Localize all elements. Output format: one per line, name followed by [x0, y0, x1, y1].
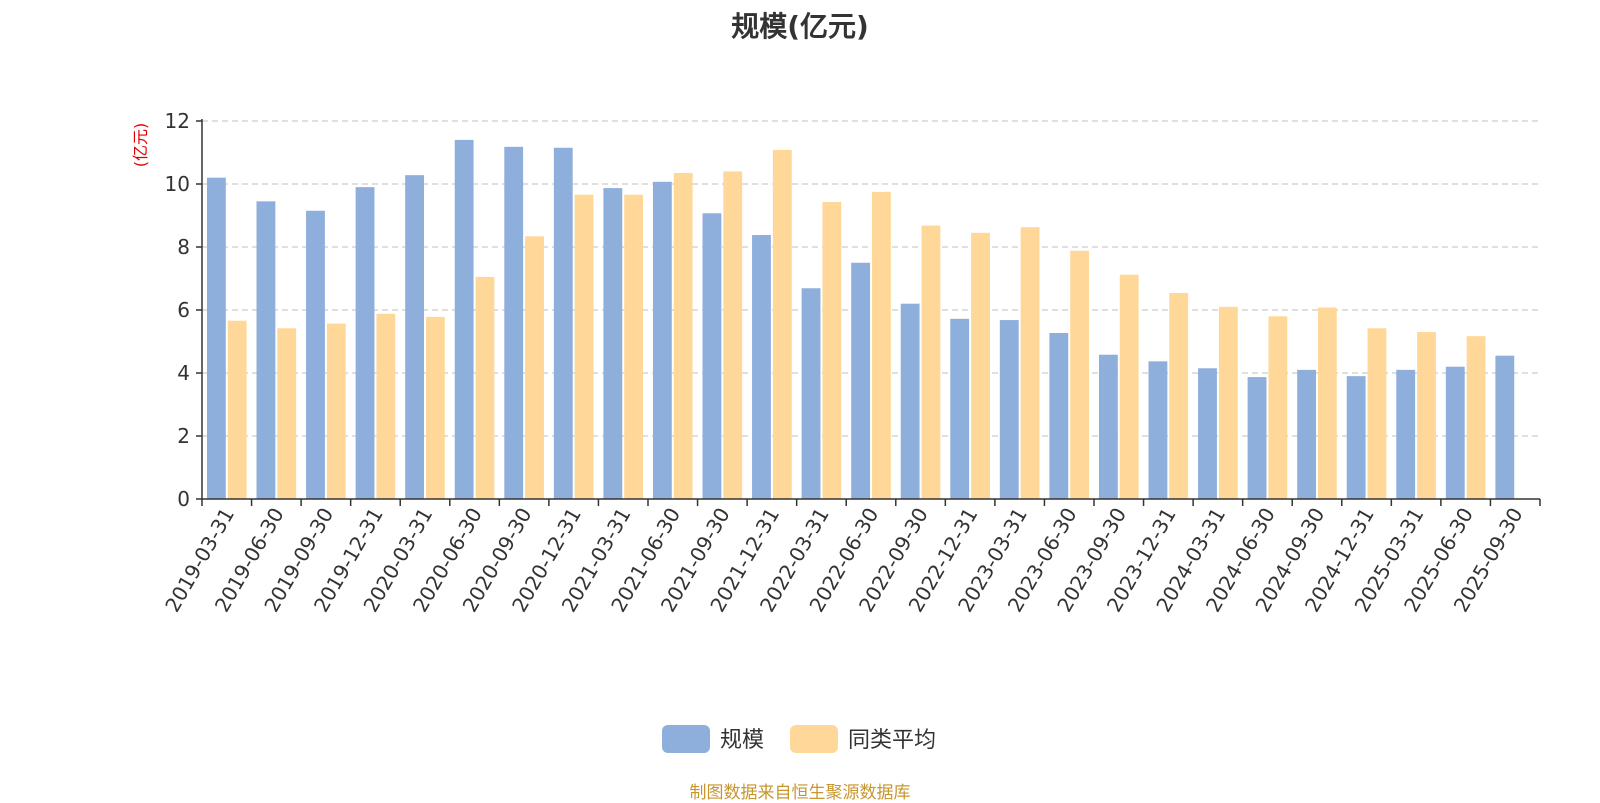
bar-scale — [1346, 376, 1366, 499]
bar-peer-average — [227, 320, 247, 499]
bar-peer-average — [921, 225, 941, 499]
bar-peer-average — [822, 201, 842, 499]
bar-peer-average — [326, 323, 346, 499]
bar-scale — [702, 213, 722, 500]
bar-peer-average — [673, 172, 693, 499]
y-axis-unit-label: (亿元) — [131, 123, 150, 168]
bar-scale — [1396, 369, 1416, 499]
bar-peer-average — [1020, 227, 1040, 499]
y-tick-label: 0 — [177, 487, 190, 511]
bar-peer-average — [971, 232, 990, 499]
y-tick-label: 4 — [177, 361, 190, 385]
bar-scale — [603, 188, 623, 499]
bar-scale — [553, 147, 573, 499]
chart-title: 规模(亿元) — [731, 10, 869, 43]
bar-scale — [999, 320, 1019, 499]
bar-scale — [950, 318, 970, 499]
bar-peer-average — [525, 236, 544, 500]
grid-lines — [202, 120, 1540, 437]
bar-peer-average — [1169, 292, 1189, 499]
legend: 规模 同类平均 — [662, 725, 936, 753]
y-tick-label: 6 — [177, 298, 190, 322]
bar-peer-average — [1218, 306, 1238, 499]
y-tick-label: 10 — [165, 172, 190, 196]
bar-scale — [355, 187, 375, 499]
bar-scale — [1297, 369, 1317, 499]
bar-peer-average — [871, 191, 891, 499]
legend-label-peer-average: 同类平均 — [848, 728, 936, 753]
bar-peer-average — [574, 194, 594, 499]
data-source-footer: 制图数据来自恒生聚源数据库 — [689, 783, 911, 803]
bar-scale — [504, 146, 524, 499]
bar-peer-average — [425, 316, 445, 499]
bar-peer-average — [1119, 274, 1139, 499]
bar-scale — [900, 303, 920, 499]
bar-peer-average — [1417, 332, 1436, 499]
bar-peer-average — [772, 149, 792, 500]
bar-peer-average — [723, 171, 743, 499]
bar-peer-average — [1317, 307, 1337, 499]
bar-peer-average — [277, 328, 297, 499]
legend-swatch-peer-average — [790, 725, 838, 753]
bar-scale — [801, 288, 821, 499]
bars — [206, 139, 1515, 500]
bar-scale — [752, 235, 771, 499]
bar-peer-average — [475, 276, 495, 499]
bar-peer-average — [376, 313, 396, 499]
bar-scale — [206, 177, 226, 499]
bar-scale — [1445, 366, 1465, 499]
bar-peer-average — [624, 194, 644, 499]
bar-scale — [1049, 332, 1069, 499]
bar-scale — [1098, 354, 1118, 499]
bar-scale — [652, 181, 672, 500]
bar-scale — [306, 210, 325, 499]
bar-scale — [454, 139, 474, 499]
bar-scale — [851, 262, 871, 499]
y-tick-label: 2 — [177, 424, 190, 448]
legend-label-scale: 规模 — [720, 728, 764, 753]
bar-peer-average — [1070, 250, 1090, 499]
y-tick-label: 12 — [165, 109, 190, 133]
bar-peer-average — [1466, 336, 1486, 499]
y-tick-label: 8 — [177, 235, 190, 259]
bar-scale — [1495, 355, 1515, 499]
bar-scale — [405, 175, 425, 499]
legend-swatch-scale — [662, 725, 710, 753]
bar-peer-average — [1268, 316, 1288, 499]
bar-scale — [256, 201, 276, 499]
bar-scale — [1198, 368, 1217, 499]
bar-peer-average — [1367, 328, 1387, 499]
bar-scale — [1247, 377, 1267, 499]
bar-scale — [1148, 361, 1168, 499]
